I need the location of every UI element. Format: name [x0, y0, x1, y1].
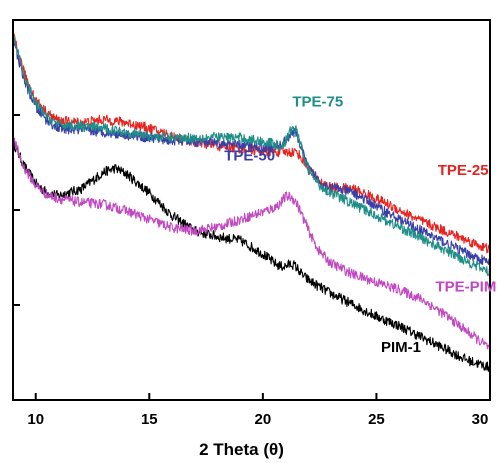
x-tick-label: 30: [472, 411, 489, 428]
series-label-tpe-50: TPE-50: [224, 148, 275, 165]
series-label-tpe-25: TPE-25: [438, 162, 489, 179]
series-label-tpe-75: TPE-75: [292, 94, 343, 111]
x-tick-label: 20: [255, 411, 272, 428]
series-line-tpe-25: [12, 32, 491, 254]
series-layer: [12, 32, 491, 372]
series-line-tpe-75: [12, 32, 491, 277]
x-tick-label: 10: [27, 411, 44, 428]
series-line-pim-1: [12, 138, 491, 372]
series-label-pim-1: PIM-1: [381, 339, 421, 356]
y-axis: [13, 114, 20, 306]
series-line-tpe-pim: [12, 137, 491, 351]
series-labels: TPE-25 TPE-50 TPE-75 TPE-PIM PIM-1: [224, 94, 496, 356]
x-tick-label: 15: [141, 411, 158, 428]
x-axis-title: 2 Theta (θ): [199, 440, 284, 459]
x-tick-label: 25: [368, 411, 385, 428]
series-label-tpe-pim: TPE-PIM: [435, 279, 496, 296]
x-axis: 10 15 20 25 30: [27, 393, 491, 428]
